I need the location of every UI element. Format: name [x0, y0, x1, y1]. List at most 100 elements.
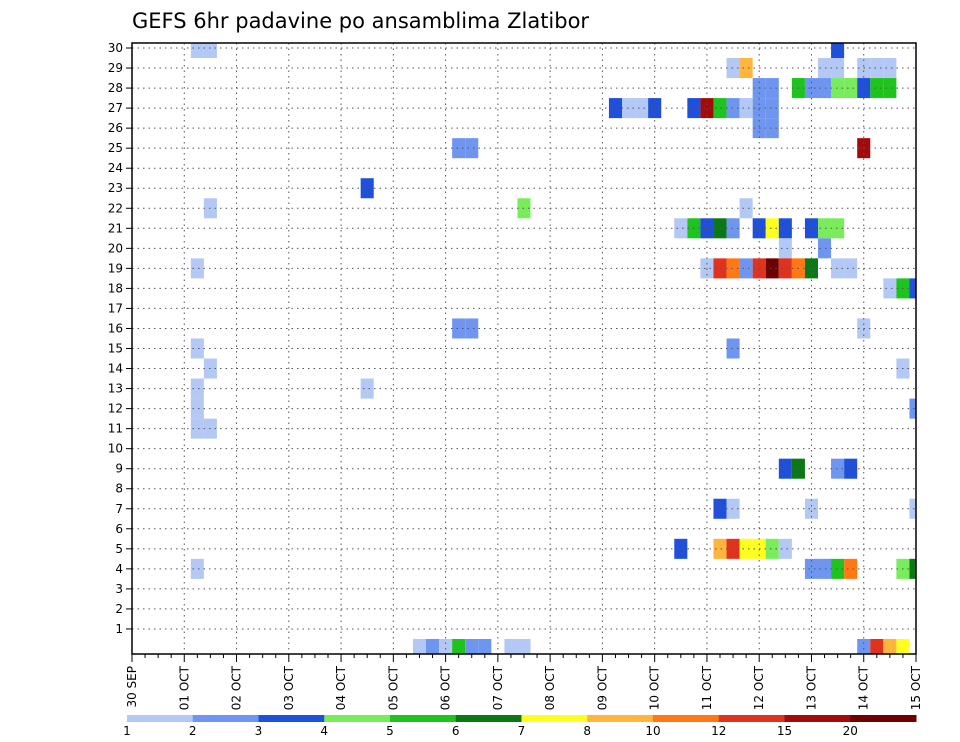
y-tick-label: 18	[108, 281, 123, 295]
y-tick-label: 30	[108, 41, 123, 55]
heatmap-cell	[726, 218, 740, 239]
y-tick-label: 2	[115, 602, 123, 616]
x-tick-label: 12 OCT	[752, 665, 766, 710]
heatmap-cell	[870, 638, 884, 654]
x-tick-label: 30 SEP	[125, 666, 139, 708]
heatmap-cell	[883, 78, 897, 99]
y-tick-label: 7	[115, 502, 123, 516]
heatmap-cell	[700, 258, 714, 279]
y-tick-label: 9	[115, 462, 123, 476]
heatmap-cell	[190, 338, 204, 359]
heatmap-cell	[190, 398, 204, 419]
heatmap-cell	[439, 638, 453, 654]
x-tick-label: 11 OCT	[700, 665, 714, 710]
heatmap-cell	[190, 418, 204, 439]
heatmap-cell	[465, 138, 479, 159]
heatmap-cell	[765, 538, 779, 559]
y-tick-label: 22	[108, 201, 123, 215]
x-tick-label: 03 OCT	[282, 665, 296, 710]
colorbar-label: 20	[843, 724, 858, 738]
heatmap-cell	[674, 538, 688, 559]
heatmap-cell	[465, 318, 479, 339]
heatmap-cell	[804, 558, 818, 579]
colorbar-label: 6	[452, 724, 460, 738]
heatmap-cell	[844, 558, 858, 579]
heatmap-cell	[739, 198, 753, 219]
y-tick-label: 21	[108, 221, 123, 235]
heatmap-cell	[190, 43, 204, 59]
heatmap-cell	[831, 458, 845, 479]
heatmap-cell	[465, 638, 479, 654]
colorbar-swatch	[258, 715, 325, 722]
heatmap-cell	[818, 238, 832, 259]
x-tick-label: 02 OCT	[230, 665, 244, 710]
y-tick-label: 3	[115, 582, 123, 596]
heatmap-cell	[726, 258, 740, 279]
y-tick-label: 5	[115, 542, 123, 556]
colorbar-label: 5	[386, 724, 394, 738]
heatmap-cell	[765, 258, 779, 279]
y-tick-label: 20	[108, 241, 123, 255]
y-tick-label: 4	[115, 562, 123, 576]
heatmap-cell	[700, 98, 714, 119]
colorbar-swatch	[784, 715, 851, 722]
heatmap-cell	[778, 258, 792, 279]
y-tick-label: 28	[108, 81, 123, 95]
colorbar-swatch	[587, 715, 654, 722]
chart-title: GEFS 6hr padavine po ansamblima Zlatibor	[132, 9, 589, 33]
heatmap-cell	[909, 398, 916, 419]
heatmap-cell	[831, 558, 845, 579]
colorbar-swatch	[127, 715, 194, 722]
heatmap-cell	[765, 118, 779, 139]
x-tick-label: 04 OCT	[334, 665, 348, 710]
heatmap-cell	[635, 98, 649, 119]
x-tick-label: 01 OCT	[177, 665, 191, 710]
y-tick-label: 15	[108, 342, 123, 356]
y-tick-label: 1	[115, 622, 123, 636]
heatmap-cell	[844, 78, 858, 99]
heatmap-cell	[870, 78, 884, 99]
heatmap-cell	[622, 98, 636, 119]
y-tick-label: 12	[108, 402, 123, 416]
colorbar-label: 7	[518, 724, 526, 738]
heatmap-cell	[778, 238, 792, 259]
heatmap-cell	[778, 218, 792, 239]
heatmap-cell	[883, 638, 897, 654]
colorbar-swatch	[653, 715, 720, 722]
heatmap-cell	[739, 258, 753, 279]
heatmap-cell	[818, 78, 832, 99]
colorbar-swatch	[390, 715, 457, 722]
colorbar-label: 15	[777, 724, 792, 738]
heatmap-cell	[412, 638, 426, 654]
heatmap-cell	[739, 58, 753, 79]
x-tick-label: 06 OCT	[439, 665, 453, 710]
heatmap-cell	[452, 138, 466, 159]
heatmap-cell	[831, 258, 845, 279]
x-tick-label: 10 OCT	[648, 665, 662, 710]
colorbar-label: 12	[711, 724, 726, 738]
heatmap-cell	[726, 538, 740, 559]
heatmap-cell	[909, 558, 916, 579]
heatmap-cell	[726, 498, 740, 519]
x-tick-label: 08 OCT	[543, 665, 557, 710]
y-tick-label: 6	[115, 522, 123, 536]
heatmap-cell	[909, 498, 916, 519]
heatmap-cell	[765, 218, 779, 239]
y-tick-label: 16	[108, 321, 123, 335]
colorbar-label: 8	[583, 724, 591, 738]
heatmap-cell	[713, 218, 727, 239]
heatmap-cell	[870, 58, 884, 79]
heatmap-cell	[804, 498, 818, 519]
heatmap-cell	[844, 458, 858, 479]
grid-lines	[132, 43, 917, 654]
heatmap-cell	[896, 638, 910, 654]
y-tick-label: 11	[108, 422, 123, 436]
heatmap-cell	[726, 338, 740, 359]
y-tick-label: 17	[108, 301, 123, 315]
heatmap-cell	[909, 278, 916, 299]
y-tick-label: 19	[108, 261, 123, 275]
y-axis: 1234567891011121314151617181920212223242…	[108, 41, 132, 636]
heatmap-cell	[713, 498, 727, 519]
x-tick-label: 07 OCT	[491, 665, 505, 710]
